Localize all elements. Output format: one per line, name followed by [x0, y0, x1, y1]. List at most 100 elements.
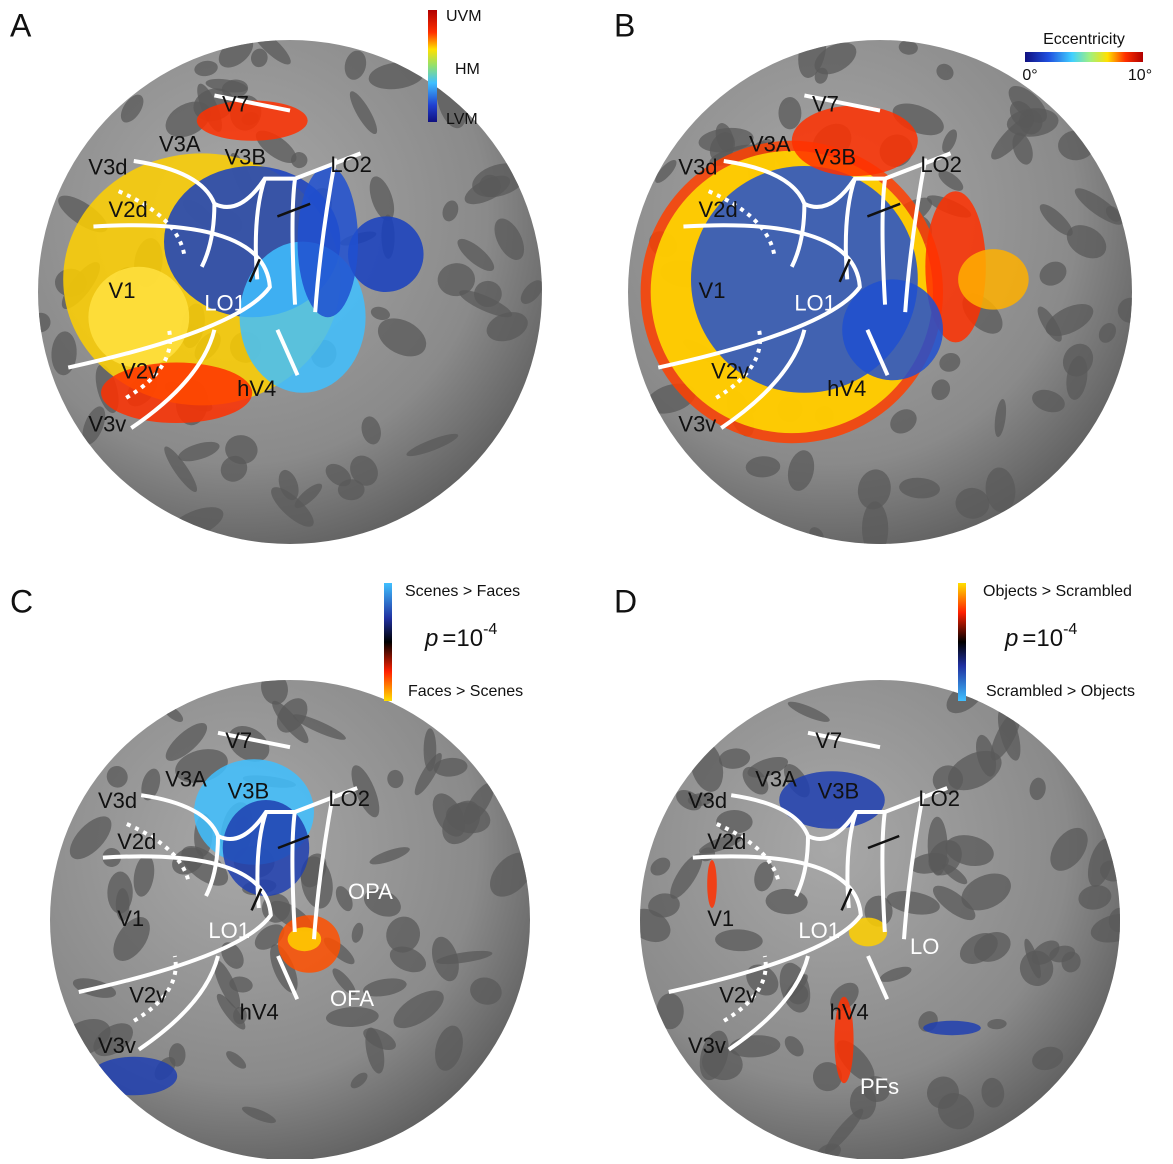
area-label: V3v: [688, 1033, 726, 1058]
area-label: V2d: [109, 197, 148, 222]
legend-label: LVM: [446, 111, 478, 128]
sulcus-patch: [942, 129, 958, 153]
sulcus-patch: [814, 42, 857, 75]
sulcus-patch: [241, 1106, 276, 1124]
area-label: hV4: [827, 376, 866, 401]
sulcus-patch: [1039, 204, 1073, 236]
legend-label: UVM: [446, 8, 482, 25]
sulcus-patch: [300, 856, 333, 909]
sulcus-patch: [194, 60, 218, 77]
panel: D V7 V3A V3B LO2 V3d V2d V1 LO1 V2v hV4 V3v LO PFs Obj…: [614, 583, 1135, 1160]
area-label: hV4: [240, 999, 279, 1024]
activation: [222, 800, 310, 896]
activation: [848, 917, 888, 947]
sulcus-patch: [981, 1077, 1005, 1108]
area-boundary: [727, 955, 810, 1052]
area-tick: [838, 258, 851, 283]
sulcus-patch: [942, 863, 968, 885]
dashed-boundary: [722, 955, 768, 1023]
area-label: V7: [812, 91, 839, 116]
sulcus-patch: [294, 483, 323, 509]
area-label: V2v: [711, 358, 749, 383]
sulcus-patch: [1032, 1046, 1064, 1071]
legend-label: Scenes > Faces: [405, 583, 520, 600]
sulcus-patch: [709, 132, 736, 162]
sulcus-patch: [787, 450, 815, 491]
area-label: hV4: [237, 376, 276, 401]
colorbar: [1025, 52, 1143, 62]
sulcus-patch: [168, 1043, 186, 1067]
area-tick: [250, 888, 263, 911]
sulcus-patch: [433, 757, 468, 777]
sulcus-patch: [520, 280, 542, 304]
area-boundary: [720, 329, 807, 430]
sulcus-patch: [961, 873, 1011, 911]
sulcus-patch: [1029, 777, 1046, 801]
sulcus-patch: [1074, 188, 1123, 225]
area-label: V3d: [688, 788, 727, 813]
sulcus-patch: [928, 840, 962, 876]
sulcus-patch: [113, 916, 150, 962]
sulcus-patch: [387, 769, 404, 789]
activation: [707, 860, 717, 908]
sulcus-patch: [332, 968, 356, 996]
sulcus-patch: [699, 1030, 729, 1081]
dashed-boundary: [132, 955, 178, 1023]
panel: C V7 V3A V3B LO2 V3d V2d V1 LO1 V2v hV4 V3v OPA OFA Sc…: [10, 583, 530, 1160]
sulcus-patch: [745, 456, 781, 478]
area-label: V2v: [129, 983, 167, 1008]
area-boundary: [730, 786, 948, 841]
sulcus-patch: [432, 793, 466, 837]
area-tick: [248, 258, 261, 283]
sulcus-patch: [250, 48, 268, 68]
area-label: V3A: [749, 132, 791, 157]
area-boundary: [903, 158, 928, 313]
area-label: V2v: [121, 358, 159, 383]
area-label: V1: [707, 906, 734, 931]
sulcus-patch: [414, 752, 442, 796]
sulcus-patch: [120, 94, 144, 123]
sulcus-patch: [494, 218, 525, 261]
area-label: LO1: [798, 918, 840, 943]
legend-label: Faces > Scenes: [408, 683, 523, 700]
sulcus-patch: [361, 416, 381, 445]
sulcus-patch: [133, 855, 155, 897]
sulcus-patch: [1098, 323, 1116, 343]
panel-letter: D: [614, 583, 637, 619]
area-tick: [866, 202, 901, 218]
legend-label: Scrambled > Objects: [986, 683, 1135, 700]
area-label: V2d: [699, 197, 738, 222]
sulcus-patch: [687, 793, 713, 807]
sulcus-patch: [899, 477, 940, 499]
area-label: LO1: [208, 918, 250, 943]
area-boundary: [312, 792, 336, 940]
sulcus-patch: [985, 467, 1016, 513]
sulcus-patch: [164, 446, 198, 492]
dashed-boundary: [117, 189, 187, 255]
region-label: LO: [910, 934, 939, 959]
area-boundary: [276, 955, 300, 1001]
sulcus-patch: [955, 487, 990, 519]
area-boundary: [78, 854, 273, 994]
sulcus-patch: [670, 853, 703, 899]
sulcus-patch: [648, 893, 680, 918]
activation: [842, 279, 943, 381]
p-value: p =10-4: [1004, 621, 1077, 652]
sulcus-patch: [650, 857, 671, 876]
sulcus-patch: [337, 479, 365, 501]
area-label: LO2: [328, 786, 370, 811]
dashed-boundary: [707, 189, 777, 255]
sulcus-patch: [363, 889, 401, 917]
area-label: V3d: [98, 788, 137, 813]
p-value-base: =10: [442, 625, 483, 652]
panel: A V7 V3A V3B LO2 V3d V2d V1 LO1 V2v hV4 V3v UVM HM LVM: [10, 7, 542, 544]
sulcus-patch: [932, 885, 976, 921]
sulcus-patch: [141, 768, 161, 801]
activation: [90, 1056, 178, 1096]
sulcus-patch: [457, 238, 495, 272]
activation: [779, 771, 885, 829]
area-label: V3A: [165, 767, 207, 792]
sulcus-patch: [69, 816, 112, 860]
area-label: LO2: [920, 152, 962, 177]
sulcus-patch: [369, 176, 395, 221]
